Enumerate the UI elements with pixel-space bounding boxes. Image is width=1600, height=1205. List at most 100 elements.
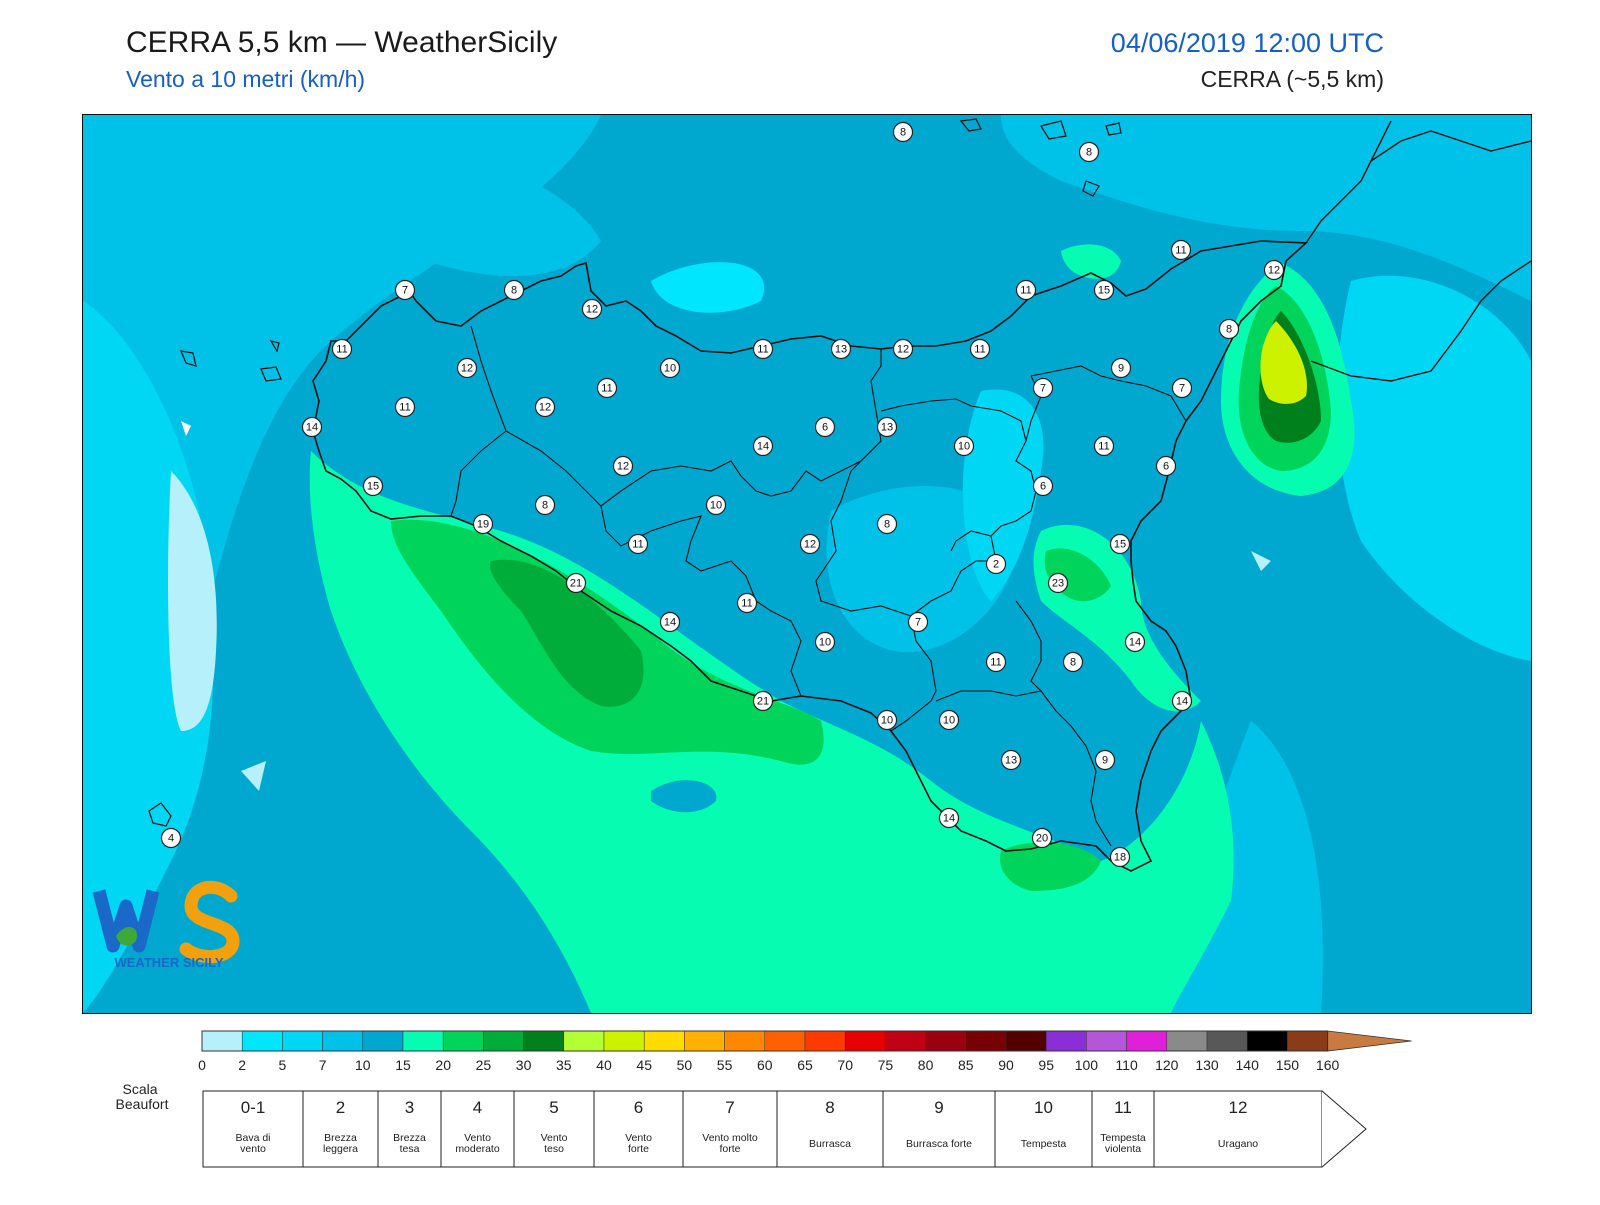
map-title: CERRA 5,5 km — WeatherSicily [126,26,558,59]
colorbar-tick-label: 140 [1236,1057,1260,1073]
station-marker: 11 [1170,239,1192,261]
station-circle [1218,318,1240,340]
beaufort-description: Brezza leggera [323,1132,358,1155]
station-value: 11 [1175,245,1186,257]
colorbar-arrow [1327,1030,1412,1052]
colorbar-tick-label: 65 [797,1057,813,1073]
station-marker: 9 [1094,749,1116,771]
station-circle [985,651,1007,673]
logo-s-mark [179,880,240,964]
station-circle [1171,690,1193,712]
beaufort-description-line: Brezza [324,1132,357,1144]
beaufort-cell: 10 Tempesta [994,1090,1093,1168]
station-marker: 10 [938,709,960,731]
station-value: 21 [757,696,769,708]
colorbar-segment [523,1030,565,1052]
colorbar-tick-label: 130 [1195,1057,1219,1073]
station-marker: 11 [331,338,353,360]
station-value: 9 [1118,363,1124,375]
colorbar-tick-label: 25 [476,1057,492,1073]
station-circle [612,455,634,477]
station-circle [876,513,898,535]
field-10-15-sea-patch [651,780,717,813]
station-circle [1263,259,1285,281]
station-circle [1047,572,1069,594]
station-value: 12 [461,363,473,375]
field-7-10-northeast [1001,115,1531,301]
beaufort-description: Vento molto forte [702,1132,758,1155]
beaufort-cell-box [776,1090,884,1168]
wind-map: 8 8 11 12 7 8 12 11 15 8 11 12 10 11 13 12 11 9 7 7 11 12 11 14… [82,114,1532,1014]
beaufort-number: 7 [725,1098,734,1117]
station-circle [752,690,774,712]
forecast-datetime: 04/06/2019 12:00 UTC [1110,28,1384,58]
station-circle [799,533,821,555]
station-value: 14 [1129,637,1141,649]
station-value: 6 [1163,461,1169,473]
beaufort-description: Uragano [1218,1138,1258,1150]
colorbar-tick-label: 75 [878,1057,894,1073]
station-value: 11 [741,598,752,610]
station-circle [705,494,727,516]
colorbar-tick-label: 45 [636,1057,652,1073]
station-marker: 10 [814,631,836,653]
station-value: 20 [1036,833,1048,845]
beaufort-description-line: forte [628,1143,649,1155]
station-circle [362,475,384,497]
station-value: 7 [1179,383,1185,395]
station-circle [627,533,649,555]
station-circle [160,827,182,849]
leaf-icon [116,926,137,946]
station-circle [969,338,991,360]
station-marker: 12 [892,338,914,360]
station-marker: 11 [736,592,758,614]
station-value: 14 [306,422,318,434]
station-marker: 11 [985,651,1007,673]
beaufort-cell: 5 Vento teso [513,1090,595,1168]
field-0-2-patch [241,761,266,791]
station-marker: 8 [503,279,525,301]
colorbar-tick-label: 7 [319,1057,327,1073]
station-marker: 12 [534,396,556,418]
station-value: 10 [664,363,676,375]
station-circle [1093,435,1115,457]
beaufort-arrow [1321,1090,1367,1168]
beaufort-number: 11 [1114,1098,1132,1117]
beaufort-description-line: Brezza [393,1132,426,1144]
station-circle [659,357,681,379]
colorbar-tick-label: 2 [238,1057,246,1073]
station-circle [1032,475,1054,497]
station-marker: 13 [876,416,898,438]
colorbar-segment [603,1030,645,1052]
field-20-25-capo-passero [1000,842,1101,891]
colorbar-segment [1166,1030,1208,1052]
station-value: 11 [974,344,985,356]
station-values: 8 8 11 12 7 8 12 11 15 8 11 12 10 11 13 12 11 9 7 7 11 12 11 14… [160,121,1285,868]
station-circle [876,416,898,438]
station-value: 12 [804,539,816,551]
station-value: 11 [1098,441,1109,453]
beaufort-description-line: teso [544,1143,564,1155]
station-circle [596,377,618,399]
field-7-10-north [315,145,601,276]
colorbar-segment [201,1030,243,1052]
station-value: 18 [1114,852,1126,864]
station-value: 10 [819,637,831,649]
station-circle [892,338,914,360]
colorbar-tick-label: 5 [279,1057,287,1073]
beaufort-cell: 9 Burrasca forte [882,1090,996,1168]
colorbar-segment [563,1030,605,1052]
station-value: 13 [881,422,893,434]
station-marker: 12 [581,298,603,320]
colorbar-segment [764,1030,806,1052]
beaufort-title-line-2: Beaufort [116,1096,169,1112]
beaufort-cell-box [994,1090,1093,1168]
colorbar-tick-label: 80 [918,1057,934,1073]
station-circle [985,553,1007,575]
station-marker: 11 [596,377,618,399]
colorbar-segment [804,1030,846,1052]
station-circle [565,572,587,594]
colorbar-tick-label: 90 [998,1057,1014,1073]
beaufort-description-line: forte [719,1143,740,1155]
station-value: 11 [399,402,410,414]
